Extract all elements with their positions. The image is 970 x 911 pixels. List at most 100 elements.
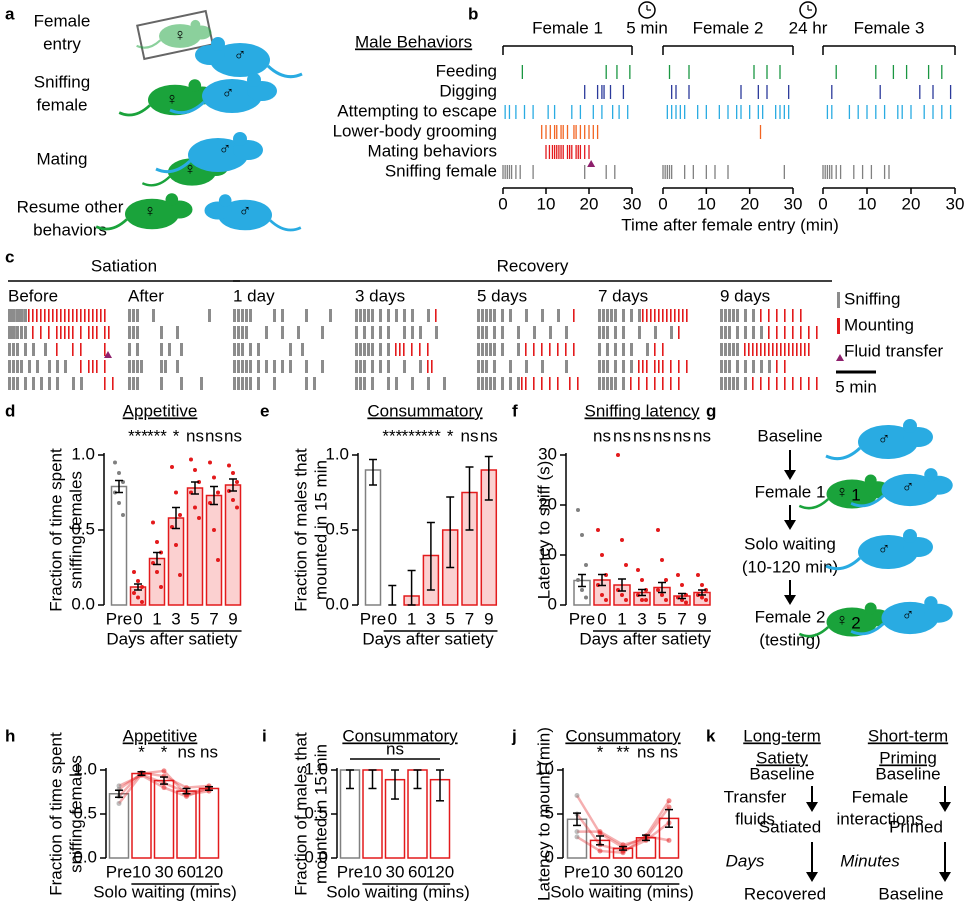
mount-tick	[748, 343, 750, 356]
x-tick-label: 9	[228, 609, 237, 628]
sniff-tick	[367, 309, 370, 322]
sex-symbol: ♂	[219, 139, 232, 158]
mouse-tail	[798, 498, 830, 510]
data-point	[660, 593, 664, 597]
data-point	[576, 578, 580, 582]
mount-tick	[541, 343, 543, 356]
mount-tick	[646, 377, 648, 390]
mount-tick	[549, 377, 551, 390]
chart-title: Appetitive	[123, 401, 198, 420]
sniff-tick	[249, 309, 252, 322]
mouse-icon	[850, 468, 953, 508]
x-tick-label: 3	[171, 609, 180, 628]
mount-tick	[427, 360, 429, 373]
arrow-head	[939, 802, 951, 812]
state-label: Baseline	[875, 764, 940, 783]
bar	[205, 494, 223, 606]
sniff-tick	[48, 377, 51, 390]
sniff-tick	[477, 309, 480, 322]
x-tick-label: 5	[190, 609, 199, 628]
sniff-tick	[724, 309, 727, 322]
arrow-head	[784, 595, 796, 605]
sniff-tick	[20, 326, 23, 339]
mount-tick	[662, 343, 664, 356]
mount-tick	[72, 326, 74, 339]
data-point	[136, 579, 140, 583]
mount-tick	[76, 309, 78, 322]
mount-tick	[776, 309, 778, 322]
sniff-tick	[12, 377, 15, 390]
sniff-tick	[273, 360, 276, 373]
x-tick-label: 10	[697, 194, 716, 213]
mount-tick	[800, 343, 802, 356]
mount-tick	[411, 343, 413, 356]
mouse-body	[210, 43, 270, 77]
error-bar	[618, 578, 626, 592]
mouse-ear	[924, 596, 938, 610]
significance-label: *	[447, 426, 454, 445]
sniff-tick	[565, 360, 568, 373]
sex-symbol: ♀	[144, 201, 157, 220]
significance-label: ns	[205, 426, 223, 445]
sniff-tick	[249, 377, 252, 390]
mount-tick	[756, 343, 758, 356]
data-point	[193, 505, 197, 510]
step-label: (10-120 min)	[742, 557, 838, 576]
sniff-tick	[12, 326, 16, 339]
mouse-body	[202, 79, 262, 113]
sniff-tick	[622, 309, 625, 322]
sniff-tick	[602, 360, 605, 373]
action-label: Transfer	[724, 787, 787, 806]
y-axis-label: Fraction of males that	[291, 732, 310, 896]
mouse-tail	[850, 622, 885, 636]
mount-tick	[678, 377, 680, 390]
sniff-tick	[602, 377, 605, 390]
mount-tick	[808, 326, 810, 339]
mount-tick	[816, 377, 818, 390]
y-tick-label: 0.5	[73, 803, 97, 822]
mount-tick	[768, 377, 770, 390]
female-number: 1	[851, 485, 860, 504]
mount-tick	[92, 326, 94, 339]
mount-tick	[44, 309, 46, 322]
mount-tick	[686, 309, 688, 322]
mount-tick	[776, 326, 778, 339]
error-bar	[484, 455, 493, 501]
x-tick-label: 5	[445, 609, 454, 628]
mount-tick	[104, 326, 106, 339]
y-axis-label: Fraction of males that	[291, 448, 310, 612]
significance-label: ***	[382, 426, 402, 445]
mount-tick	[662, 377, 664, 390]
error-bar	[368, 769, 377, 790]
sniff-tick	[132, 360, 135, 373]
sniff-tick	[403, 326, 406, 339]
x-tick-label: 0	[498, 194, 507, 213]
sniff-tick	[128, 309, 131, 322]
data-point	[664, 598, 668, 602]
y-tick-label: 0.0	[325, 594, 349, 613]
mouse-body	[858, 535, 918, 569]
x-tick-label: 20	[902, 194, 921, 213]
sniff-tick	[481, 360, 484, 373]
mount-tick	[654, 309, 656, 322]
sniff-tick	[136, 343, 139, 356]
x-tick-label: 30	[614, 862, 633, 881]
sniff-tick	[200, 377, 203, 390]
error-bar	[619, 845, 627, 851]
sniff-tick	[241, 309, 244, 322]
sniff-tick	[257, 343, 260, 356]
arrow-head	[806, 872, 818, 882]
bar	[153, 779, 175, 859]
sniff-tick	[517, 326, 520, 339]
x-tick-label: 30	[784, 194, 803, 213]
panel-letter: j	[511, 726, 517, 745]
bar	[364, 469, 382, 606]
sniff-tick	[371, 360, 374, 373]
sniff-tick	[728, 326, 731, 339]
sniff-tick	[132, 377, 135, 390]
sniff-tick	[176, 360, 179, 373]
legend-label: Sniffing	[844, 289, 900, 308]
mount-tick	[533, 377, 535, 390]
sex-symbol: ♂	[902, 605, 915, 624]
mount-tick	[28, 309, 30, 322]
